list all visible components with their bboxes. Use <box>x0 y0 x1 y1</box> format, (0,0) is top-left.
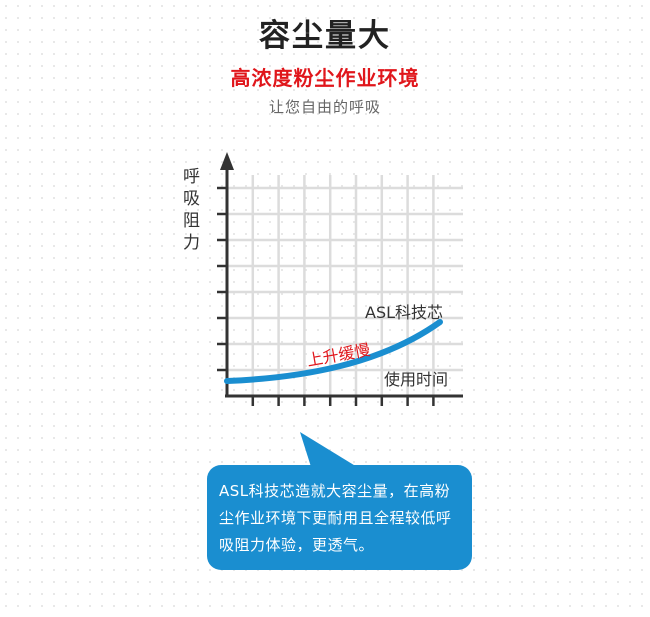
subtitle: 高浓度粉尘作业环境 <box>230 66 420 90</box>
asl-curve <box>224 319 443 384</box>
axis-ticks <box>217 186 435 406</box>
callout-tail <box>300 432 362 470</box>
y-axis-label: 呼吸阻力 <box>183 167 200 253</box>
series-label: ASL科技芯 <box>365 303 443 322</box>
callout-bubble: ASL科技芯造就大容尘量，在高粉尘作业环境下更耐用且全程较低呼吸阻力体验，更透气… <box>207 465 472 570</box>
y-axis-arrow-icon <box>220 152 234 170</box>
x-axis-label: 使用时间 <box>384 370 448 389</box>
page-title: 容尘量大 <box>259 18 391 54</box>
tagline: 让您自由的呼吸 <box>268 98 381 116</box>
